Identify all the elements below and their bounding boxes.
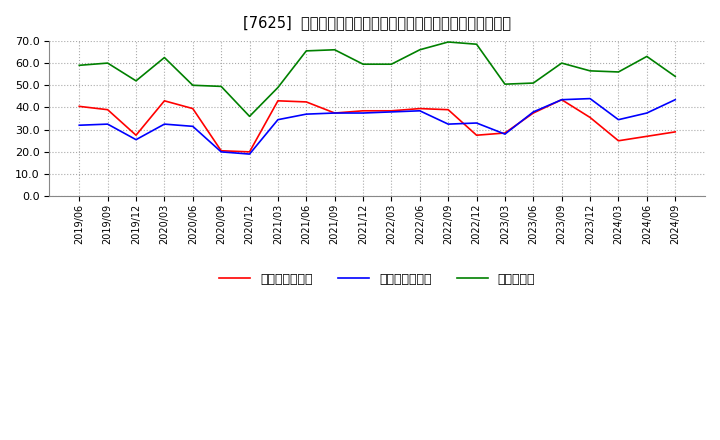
在庫回転率	[586, 68, 595, 73]
買入債務回転率	[642, 110, 651, 116]
在庫回転率	[642, 54, 651, 59]
売上債権回転率	[671, 129, 680, 135]
在庫回転率	[104, 60, 112, 66]
売上債権回転率	[586, 115, 595, 120]
Line: 売上債権回転率: 売上債権回転率	[79, 100, 675, 152]
買入債務回転率	[586, 96, 595, 101]
売上債権回転率	[642, 134, 651, 139]
売上債権回転率	[415, 106, 424, 111]
在庫回転率	[302, 48, 310, 54]
在庫回転率	[472, 41, 481, 47]
買入債務回転率	[387, 109, 396, 114]
Line: 在庫回転率: 在庫回転率	[79, 42, 675, 116]
買入債務回転率	[246, 151, 254, 157]
売上債権回転率	[246, 149, 254, 154]
買入債務回転率	[104, 121, 112, 127]
買入債務回転率	[415, 108, 424, 114]
在庫回転率	[246, 114, 254, 119]
在庫回転率	[500, 81, 509, 87]
在庫回転率	[330, 47, 339, 52]
買入債務回転率	[217, 149, 225, 154]
買入債務回転率	[274, 117, 282, 122]
在庫回転率	[274, 85, 282, 90]
在庫回転率	[189, 83, 197, 88]
売上債権回転率	[387, 108, 396, 114]
買入債務回転率	[444, 121, 452, 127]
在庫回転率	[75, 62, 84, 68]
売上債権回転率	[444, 107, 452, 112]
在庫回転率	[359, 62, 367, 67]
売上債権回転率	[529, 110, 538, 116]
売上債権回転率	[217, 148, 225, 154]
売上債権回転率	[330, 110, 339, 116]
在庫回転率	[444, 39, 452, 44]
在庫回転率	[614, 70, 623, 75]
在庫回転率	[387, 62, 396, 67]
在庫回転率	[160, 55, 168, 60]
在庫回転率	[217, 84, 225, 89]
買入債務回転率	[671, 97, 680, 103]
売上債権回転率	[104, 107, 112, 112]
売上債権回転率	[189, 106, 197, 111]
買入債務回転率	[472, 121, 481, 126]
買入債務回転率	[132, 137, 140, 142]
在庫回転率	[671, 74, 680, 79]
売上債権回転率	[274, 98, 282, 103]
Legend: 売上債権回転率, 買入債務回転率, 在庫回転率: 売上債権回転率, 買入債務回転率, 在庫回転率	[214, 268, 541, 291]
在庫回転率	[415, 47, 424, 52]
売上債権回転率	[614, 138, 623, 143]
買入債務回転率	[330, 110, 339, 116]
売上債権回転率	[500, 130, 509, 136]
売上債権回転率	[302, 99, 310, 105]
Title: [7625]  売上債権回転率、買入債務回転率、在庫回転率の推移: [7625] 売上債権回転率、買入債務回転率、在庫回転率の推移	[243, 15, 511, 30]
在庫回転率	[132, 78, 140, 84]
買入債務回転率	[529, 109, 538, 114]
売上債権回転率	[132, 132, 140, 138]
買入債務回転率	[614, 117, 623, 122]
売上債権回転率	[75, 104, 84, 109]
在庫回転率	[529, 81, 538, 86]
売上債権回転率	[359, 108, 367, 114]
買入債務回転率	[359, 110, 367, 116]
買入債務回転率	[302, 111, 310, 117]
売上債権回転率	[557, 97, 566, 103]
買入債務回転率	[160, 121, 168, 127]
売上債権回転率	[472, 132, 481, 138]
Line: 買入債務回転率: 買入債務回転率	[79, 99, 675, 154]
売上債権回転率	[160, 98, 168, 103]
在庫回転率	[557, 60, 566, 66]
買入債務回転率	[75, 123, 84, 128]
買入債務回転率	[189, 124, 197, 129]
買入債務回転率	[500, 132, 509, 137]
買入債務回転率	[557, 97, 566, 103]
